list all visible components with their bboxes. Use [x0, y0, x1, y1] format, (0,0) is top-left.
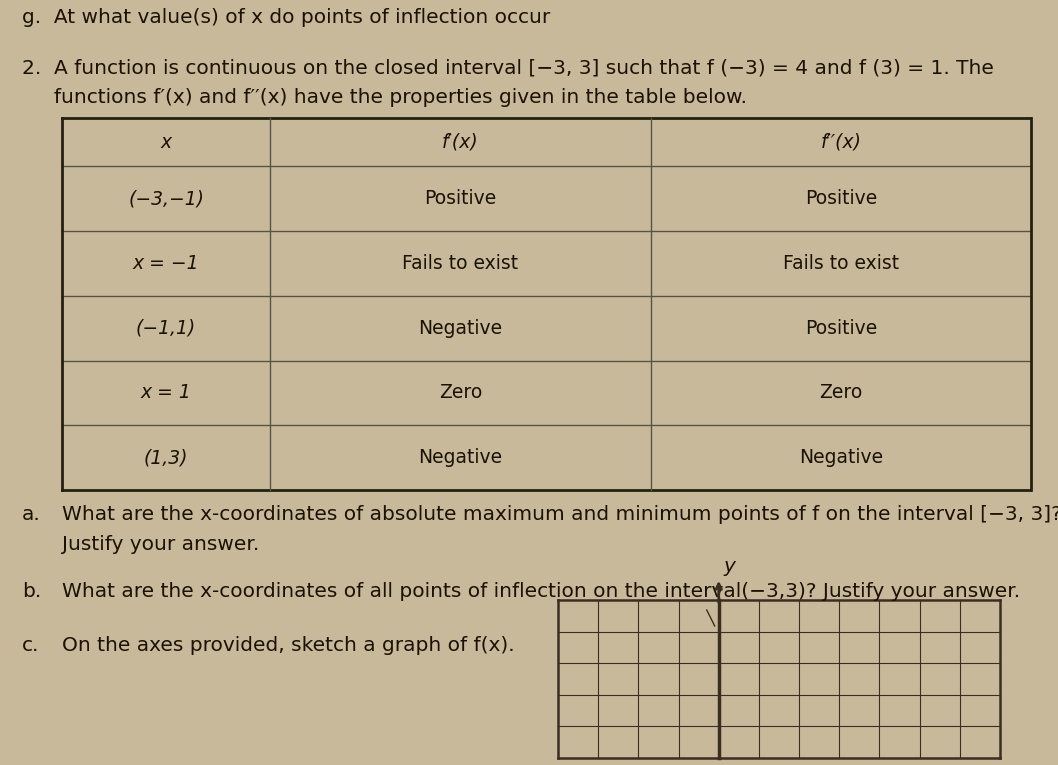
- Text: (−1,1): (−1,1): [135, 319, 196, 337]
- Text: Zero: Zero: [439, 383, 482, 402]
- Text: g.  At what value(s) of x do points of inflection occur: g. At what value(s) of x do points of in…: [22, 8, 550, 27]
- Text: functions f′(x) and f′′(x) have the properties given in the table below.: functions f′(x) and f′′(x) have the prop…: [22, 88, 747, 107]
- Text: 2.  A function is continuous on the closed interval [−3, 3] such that f (−3) = 4: 2. A function is continuous on the close…: [22, 58, 993, 77]
- Text: Negative: Negative: [799, 448, 882, 467]
- Text: On the axes provided, sketch a graph of f(x).: On the axes provided, sketch a graph of …: [62, 636, 514, 655]
- Text: b.: b.: [22, 582, 41, 601]
- Text: x: x: [161, 132, 171, 151]
- Text: What are the x-coordinates of all points of inflection on the interval(−3,3)? Ju: What are the x-coordinates of all points…: [62, 582, 1020, 601]
- Text: a.: a.: [22, 505, 41, 524]
- Text: f′′(x): f′′(x): [820, 132, 861, 151]
- Text: What are the x-coordinates of absolute maximum and minimum points of f on the in: What are the x-coordinates of absolute m…: [62, 505, 1058, 524]
- Text: (−3,−1): (−3,−1): [128, 189, 204, 208]
- Text: (1,3): (1,3): [144, 448, 188, 467]
- Text: Negative: Negative: [418, 448, 503, 467]
- Text: Positive: Positive: [805, 319, 877, 337]
- Text: x = −1: x = −1: [133, 254, 199, 273]
- Text: Fails to exist: Fails to exist: [402, 254, 518, 273]
- Text: c.: c.: [22, 636, 39, 655]
- Text: Negative: Negative: [418, 319, 503, 337]
- Text: y: y: [724, 557, 735, 576]
- Text: x = 1: x = 1: [141, 383, 191, 402]
- Text: Fails to exist: Fails to exist: [783, 254, 899, 273]
- Text: Positive: Positive: [805, 189, 877, 208]
- Text: Positive: Positive: [424, 189, 496, 208]
- Text: f′(x): f′(x): [442, 132, 478, 151]
- Text: Zero: Zero: [819, 383, 862, 402]
- Text: Justify your answer.: Justify your answer.: [62, 535, 259, 554]
